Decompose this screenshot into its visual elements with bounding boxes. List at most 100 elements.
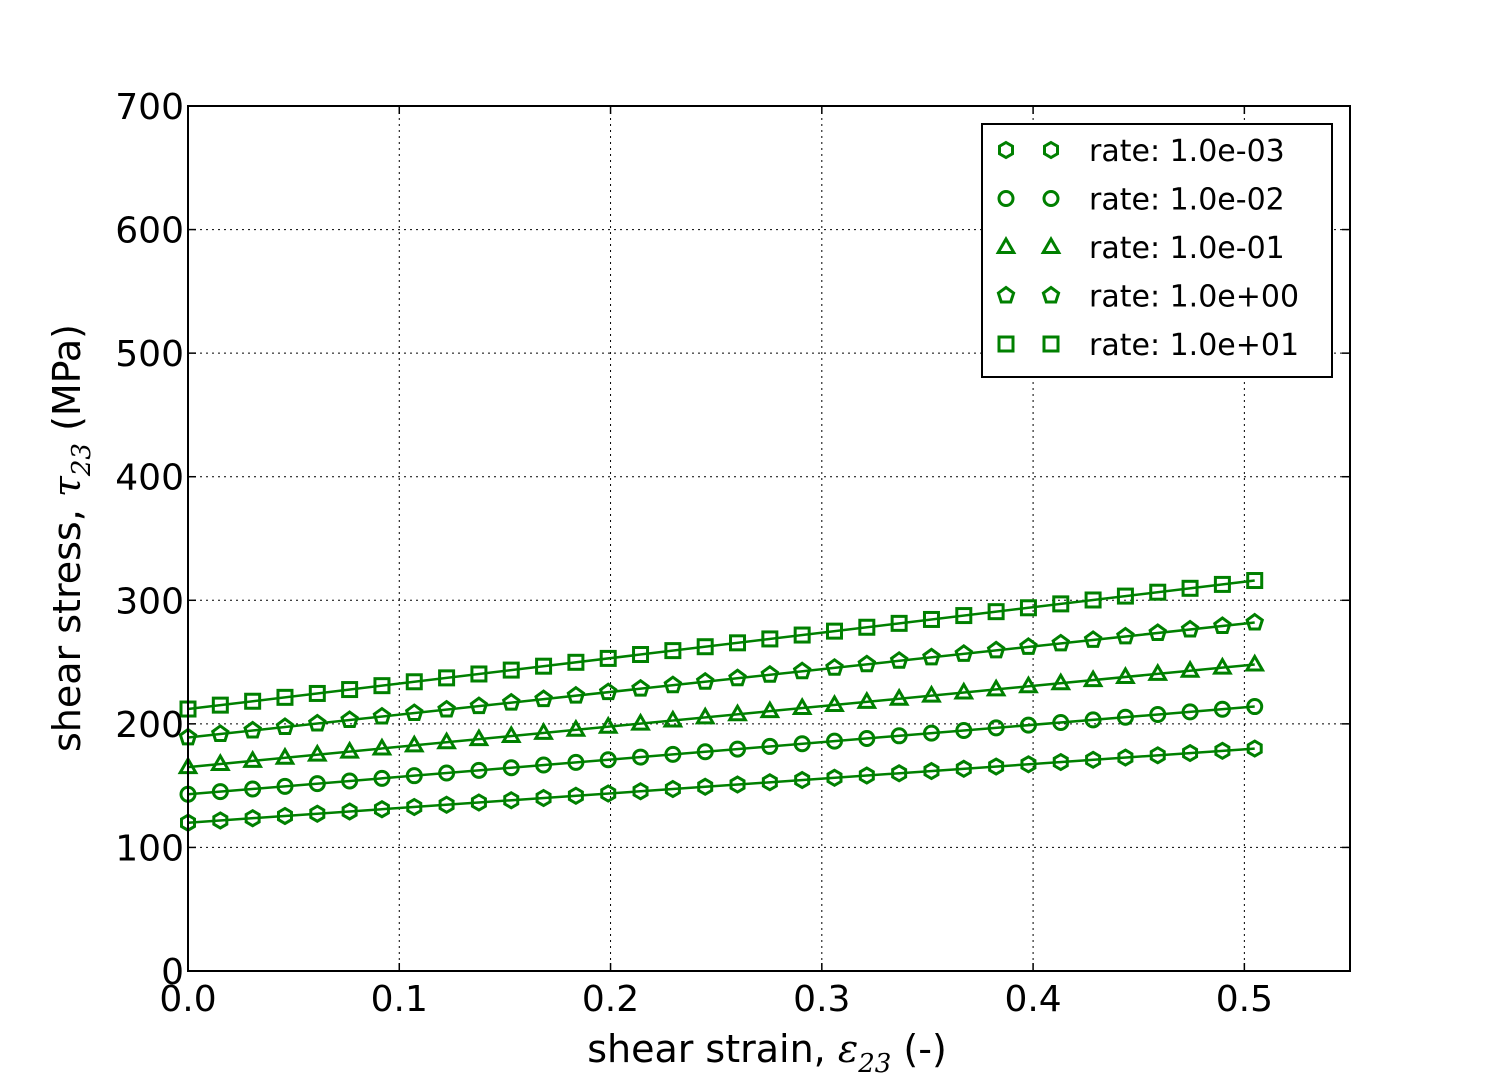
data-point [566,685,586,704]
data-point [276,688,294,706]
data-point [438,795,455,814]
data-point [1018,675,1039,694]
data-point [599,751,617,769]
data-point [501,692,521,711]
legend-item: rate: 1.0e+00 [996,280,1299,315]
data-point [890,727,908,745]
data-point [1020,755,1037,774]
x-axis-label: shear strain, ε23 (-) [587,1027,947,1079]
data-point [826,768,843,788]
data-point [535,788,552,808]
data-point [438,669,456,687]
data-point [339,740,361,759]
series-triangle [177,653,1266,775]
data-point [663,675,683,694]
data-point [600,784,617,803]
data-point [470,793,487,812]
data-point [371,737,393,756]
data-point [858,766,875,785]
legend-item: rate: 1.0e-02 [997,183,1285,218]
data-point [210,724,230,742]
data-point [470,761,488,779]
data-point [373,677,391,695]
data-point [469,696,489,715]
data-point [1244,653,1266,672]
data-point [954,644,974,662]
data-point [1214,741,1231,761]
series-hexagon [180,739,1263,832]
data-point [373,799,390,819]
data-point [341,802,358,821]
data-point [341,681,359,699]
legend-marker [997,335,1015,353]
data-point [1246,698,1264,716]
legend: rate: 1.0e-03 rate: 1.0e-02 rate: 1.0e-01 r… [981,123,1333,378]
data-point [825,622,843,640]
data-point [1116,626,1135,645]
x-tick-label: 0.0 [159,979,216,1020]
data-point [986,640,1006,659]
data-point [1213,575,1231,593]
data-point [503,791,520,810]
data-point [1246,739,1263,758]
data-point [985,678,1007,697]
data-point [1019,637,1038,655]
data-point [1245,612,1265,631]
data-point [696,743,714,761]
data-point [922,610,940,628]
data-point [404,703,424,722]
data-point [373,769,391,787]
data-point [1149,583,1167,601]
data-point [761,773,778,792]
legend-label: rate: 1.0e-01 [1089,231,1285,266]
data-point [598,682,618,701]
data-point [922,724,940,742]
data-point [306,743,328,762]
data-point [533,721,554,740]
data-point [728,668,747,687]
data-point [276,777,294,795]
legend-box [981,123,1333,378]
data-point [824,693,845,712]
data-point [535,657,553,675]
legend-marker [997,190,1015,207]
data-point [1246,572,1264,590]
data-point [662,709,684,728]
legend-marker [1040,235,1062,254]
data-point [955,759,972,779]
data-point [1147,662,1169,681]
data-point [211,783,229,801]
data-point [1019,716,1037,734]
data-point [1115,665,1136,684]
data-point [597,715,619,734]
x-tick-label: 0.1 [371,979,428,1020]
data-point [438,764,456,782]
data-point [760,664,780,683]
data-point [372,706,392,725]
data-point [1148,623,1168,641]
data-point [340,710,359,729]
data-point [632,748,650,766]
data-point [955,607,973,625]
data-point [955,721,973,739]
data-point [729,775,746,794]
data-point [1213,616,1232,634]
data-point [988,757,1005,776]
series-pentagon [178,612,1265,746]
data-point [599,649,617,667]
data-point [502,759,520,777]
data-point [436,731,457,750]
ticks: 0.0 0.1 0.2 0.3 0.4 0.5 0 100 200 300 400 500 600 700 [115,87,1350,1020]
y-tick-label: 400 [115,458,184,499]
data-point [243,720,263,739]
legend-marker [996,285,1016,304]
data-point [694,706,716,725]
data-point [727,703,748,722]
data-point [891,764,908,783]
data-point [953,681,975,700]
data-point [1117,748,1134,767]
data-point [275,717,295,735]
data-point [502,661,520,679]
data-point [1050,672,1072,691]
